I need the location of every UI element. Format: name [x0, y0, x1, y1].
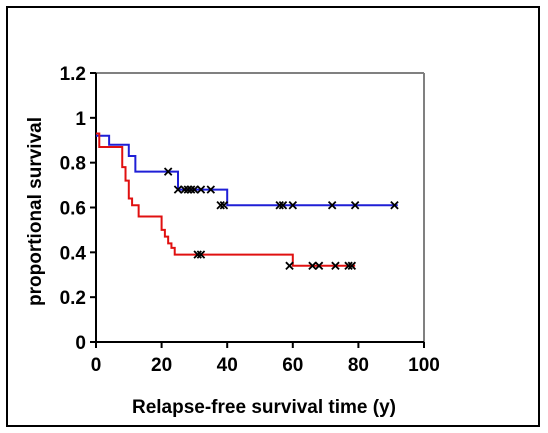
censor-mark	[278, 201, 288, 210]
censor-mark	[331, 261, 340, 271]
censor-mark-stroke	[180, 185, 189, 194]
y-tick-label: 0.4	[60, 243, 87, 264]
censor-mark	[163, 167, 173, 176]
censor-mark-stroke	[347, 261, 357, 271]
x-tick-label: 0	[91, 355, 102, 376]
censor-mark-stroke	[344, 261, 353, 271]
series-1-line	[96, 134, 398, 207]
censor-mark	[186, 185, 196, 194]
censor-mark	[314, 261, 324, 271]
censor-mark-stroke	[331, 261, 340, 271]
censor-mark-stroke	[206, 185, 216, 194]
censor-mark	[390, 201, 399, 210]
censor-mark	[347, 261, 357, 271]
censor-mark-stroke	[196, 185, 206, 194]
y-tick-label: 0.6	[60, 199, 86, 220]
censor-mark	[350, 201, 360, 210]
censor-mark-stroke	[196, 250, 206, 259]
censor-mark-stroke	[216, 201, 225, 210]
x-tick-label: 20	[151, 355, 172, 376]
x-tick-label: 80	[348, 355, 369, 376]
censor-mark-stroke	[390, 201, 399, 210]
censor-mark-stroke	[278, 201, 288, 210]
censor-mark	[180, 185, 189, 194]
censor-mark-stroke	[314, 261, 324, 271]
censor-mark	[275, 201, 284, 210]
censor-mark-stroke	[275, 201, 284, 210]
y-tick-label: 0	[75, 333, 86, 354]
x-axis-title: Relapse-free survival time (y)	[132, 397, 396, 418]
y-tick-label: 0.2	[60, 288, 86, 309]
censor-mark	[183, 185, 193, 194]
censor-mark-stroke	[183, 185, 193, 194]
censor-mark-stroke	[173, 185, 183, 194]
censor-mark-stroke	[327, 201, 337, 210]
series-2-line	[96, 132, 356, 267]
censor-mark	[196, 185, 206, 194]
censor-mark	[216, 201, 225, 210]
y-tick-label: 1	[75, 109, 86, 130]
censor-mark	[288, 201, 298, 210]
censor-mark	[285, 261, 294, 271]
censor-mark	[219, 201, 229, 210]
y-tick-label: 1.2	[60, 64, 86, 85]
censor-mark	[206, 185, 216, 194]
censor-mark-stroke	[186, 185, 196, 194]
censor-mark-stroke	[308, 261, 317, 271]
x-tick-label: 100	[408, 355, 440, 376]
y-tick-label: 0.8	[60, 154, 86, 175]
series-layer	[96, 132, 399, 271]
censor-mark-stroke	[350, 201, 360, 210]
censor-mark	[196, 250, 206, 259]
x-tick-label: 60	[282, 355, 303, 376]
censor-mark-stroke	[190, 185, 199, 194]
x-tick-label: 40	[217, 355, 238, 376]
censor-mark	[308, 261, 317, 271]
censor-mark	[190, 185, 199, 194]
y-axis-title: proportional survival	[25, 117, 46, 306]
censor-mark-stroke	[193, 250, 202, 259]
tick-labels: 0 0.2 0.4 0.6 0.8 1 1.2 0 20 40 60 80 100	[60, 64, 440, 376]
censor-mark	[193, 250, 202, 259]
censor-mark	[327, 201, 337, 210]
censor-mark-stroke	[288, 201, 298, 210]
censor-mark-stroke	[219, 201, 229, 210]
censor-mark	[344, 261, 353, 271]
censor-mark	[173, 185, 183, 194]
censor-mark-stroke	[285, 261, 294, 271]
axes	[90, 72, 425, 348]
censor-mark-stroke	[163, 167, 173, 176]
